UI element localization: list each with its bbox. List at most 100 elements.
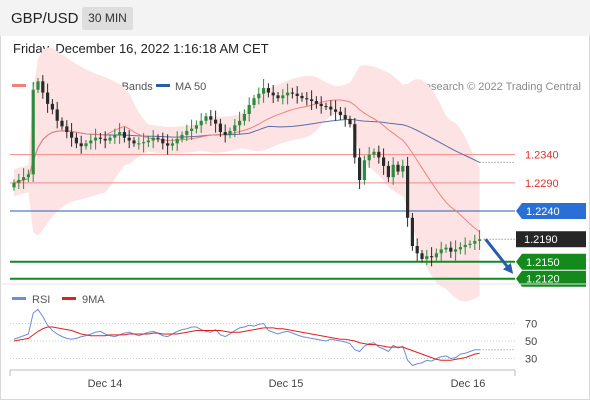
candle-body [262,88,266,94]
candle-body [113,134,117,138]
rsi-tick-70: 70 [525,319,537,331]
symbol-title: GBP/USD [11,10,79,27]
candle-body [161,138,165,144]
rsi-line [13,308,480,367]
candle-body [362,160,366,180]
candle-body [175,138,179,144]
candle-body [430,256,434,258]
candle-body [334,109,338,112]
candle-body [434,253,438,258]
candle-body [420,253,424,259]
timeframe-button[interactable]: 30 MIN [82,7,133,30]
rsi-ma-legend-label: 9MA [82,294,105,306]
rsi-legend-label: RSI [32,294,50,306]
candle-body [305,98,309,100]
candle-body [468,243,472,245]
candle-body [146,140,150,143]
header-bar: GBP/USD 30 MIN [0,0,590,36]
candle-body [338,111,342,116]
candle-body [79,143,83,147]
candle-body [266,88,270,93]
candle-body [396,164,400,172]
candle-body [228,130,232,135]
candle-body [444,247,448,250]
candle-body [353,124,357,158]
projection-arrow [484,238,514,274]
level-resistance-1-label: 1.2290 [525,178,559,190]
candle-body [194,125,198,129]
candle-body [439,249,443,254]
level-support-4-tag [516,253,586,270]
level-resistance-0-label: 1.2340 [525,150,559,162]
candle-body [463,244,467,248]
candle-body [65,126,69,133]
candle-body [214,119,218,124]
candle-body [170,143,174,146]
rsi-ma-line [13,326,480,361]
candle-body [70,132,74,138]
candle-body [290,92,294,94]
rsi-panel: 70 50 30 [10,308,537,367]
candle-body [89,140,93,144]
candle-body [12,182,16,188]
candle-body [204,116,208,121]
candle-body [22,177,26,180]
candle-body [31,89,35,175]
candle-body [391,164,395,178]
candle-body [98,137,102,139]
candle-body [94,137,98,141]
candle-body [238,120,242,126]
candle-body [286,92,290,96]
candle-body [132,140,136,144]
level-support-5-label: 1.2120 [526,274,560,286]
datetime-label: Friday, December 16, 2022 1:16:18 AM CET [13,41,269,56]
candle-body [247,104,251,114]
candle-body [458,247,462,250]
candle-body [74,137,78,144]
candle-body [60,120,64,127]
candle-body [41,81,45,93]
candle-body [257,93,261,99]
candle-body [310,99,314,102]
candle-body [142,142,146,144]
candle-body [122,132,126,138]
rsi-legend-swatch [12,297,26,300]
candle-body [180,134,184,139]
candle-body [410,217,414,246]
candle-body [358,157,362,180]
x-tick-label: Dec 16 [451,378,486,390]
candle-body [223,132,227,135]
candle-body [281,95,285,99]
candle-body [454,249,458,252]
candle-body [218,123,222,133]
candle-body [382,157,386,166]
level-support-4-label: 1.2150 [526,257,560,269]
candle-body [36,81,40,90]
candle-body [329,106,333,110]
candle-body [372,151,376,155]
candle-body [185,130,189,135]
ma50-legend-label: MA 50 [175,81,206,93]
candle-body [26,174,30,178]
level-current-3-tag [516,231,586,248]
candle-body [478,239,482,241]
candle-body [108,137,112,141]
candle-body [276,95,280,99]
x-axis: Dec 14 Dec 15 Dec 16 [9,369,516,390]
candle-body [84,143,88,147]
level-pivot-2-tag [516,203,586,220]
candle-body [252,98,256,105]
candle-body [406,165,410,218]
candle-body [314,101,318,104]
candle-body [319,103,323,107]
candle-body [324,106,328,108]
candle-body [425,256,429,259]
moving-averages [13,99,515,233]
candle-body [103,138,107,141]
candle-body [46,92,50,104]
level-pivot-2-label: 1.2240 [526,206,560,218]
candle-body [242,114,246,121]
candle-body [401,165,405,172]
candle-body [271,92,275,96]
